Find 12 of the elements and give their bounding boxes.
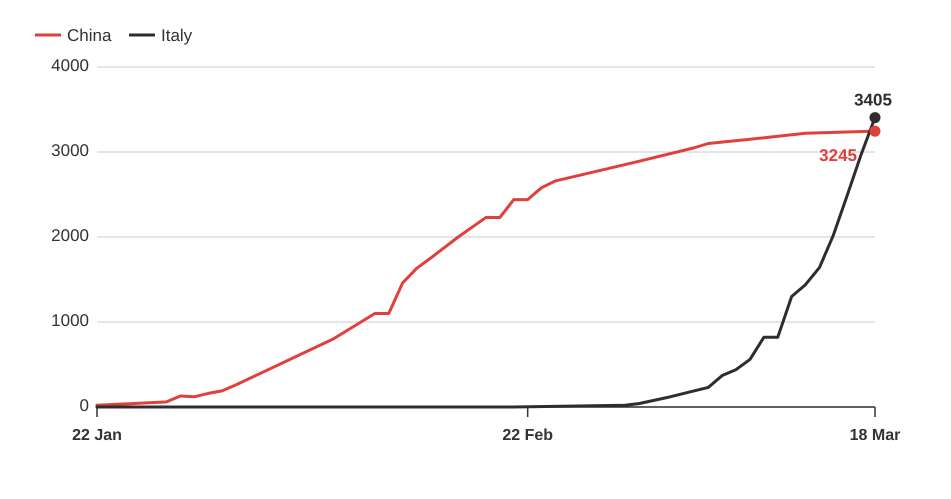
x-tick-label: 22 Jan <box>72 427 122 444</box>
y-tick-label: 0 <box>80 396 89 415</box>
y-tick-label: 2000 <box>51 226 89 245</box>
x-tick-label: 18 Mar <box>850 427 900 444</box>
data-label: 3405 <box>854 90 892 110</box>
legend-label: China <box>67 26 112 45</box>
legend-label: Italy <box>161 26 193 45</box>
y-tick-label: 3000 <box>51 140 89 160</box>
x-tick-label: 22 Feb <box>502 427 554 444</box>
data-label: 3245 <box>819 146 857 166</box>
y-tick-label: 1000 <box>51 310 89 330</box>
y-tick-label: 4000 <box>51 56 89 75</box>
